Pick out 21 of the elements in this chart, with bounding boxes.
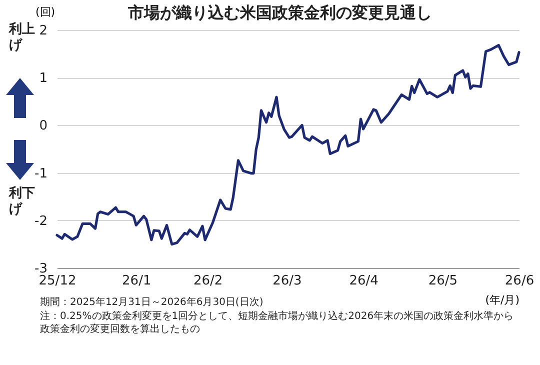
text: 利下げ (9, 186, 35, 217)
y-tick-label: 2 (39, 24, 48, 38)
x-tick-label: 26/4 (349, 274, 378, 288)
x-tick-label: 26/6 (504, 274, 534, 288)
text: 利上げ (9, 22, 36, 54)
chart-title: 市場が織り込む米国政策金利の変更見通し (127, 3, 433, 24)
x-tick-label: 26/2 (193, 274, 223, 288)
y-tick-label: -1 (34, 166, 48, 182)
y-axis-title: (回) (36, 6, 56, 18)
x-axis-title: (年/月) (485, 294, 520, 306)
y-tick-label: 1 (39, 71, 48, 86)
y-tick-label: 0 (39, 118, 48, 134)
text: 注：0.25%の政策金利変更を1回分として、短期金融市場が織り込む2026年末の米国の政策金利水準から政策金利の変更回数を算出したもの (40, 310, 515, 336)
x-tick-label: 26/1 (122, 274, 152, 288)
x-tick-label: 25/12 (38, 274, 76, 288)
x-tick-label: 26/3 (272, 274, 302, 288)
text: 期間：2025年12月31日～2026年6月30日(日次) (40, 297, 264, 308)
x-tick-label: 26/5 (428, 274, 458, 288)
y-tick-label: -2 (34, 214, 48, 229)
line-series (56, 44, 520, 246)
y-tick-label: -3 (34, 262, 48, 276)
